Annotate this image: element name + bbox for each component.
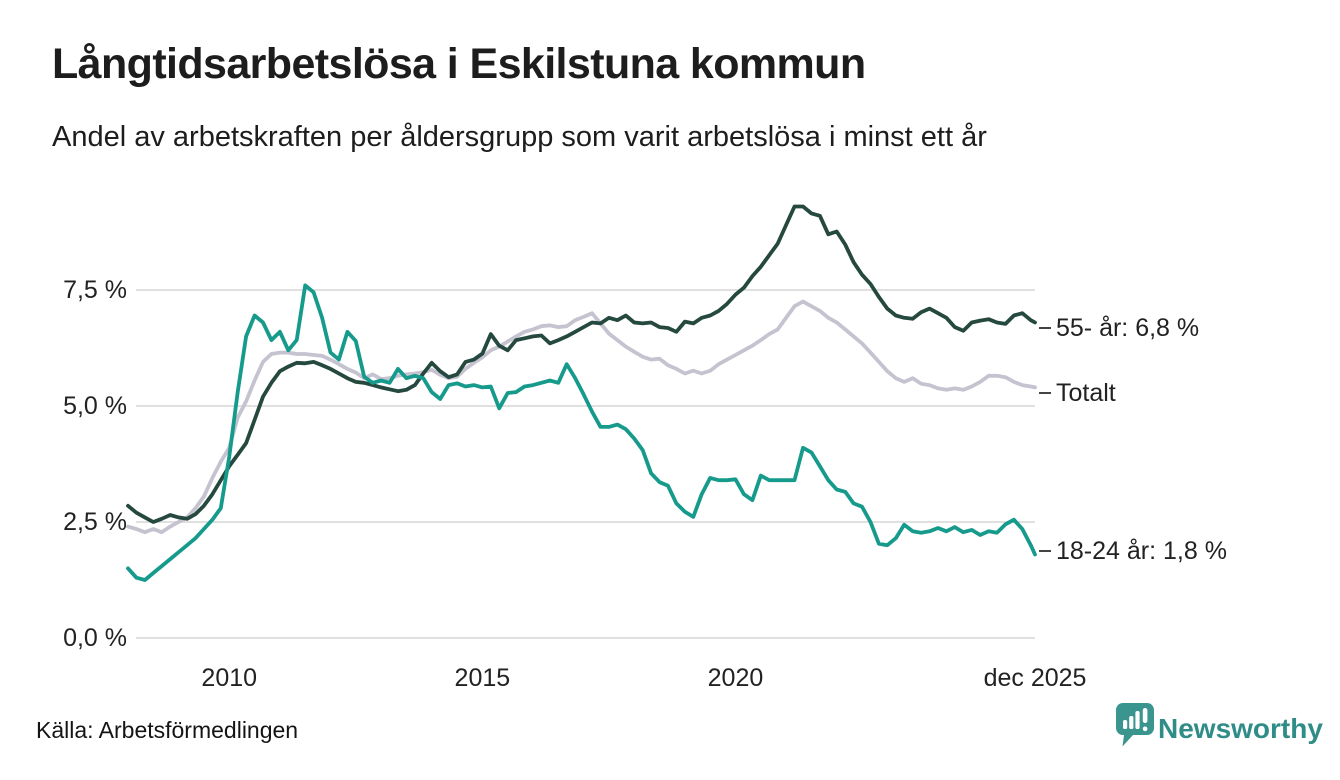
source-note: Källa: Arbetsförmedlingen: [36, 717, 299, 743]
chart-subtitle: Andel av arbetskraften per åldersgrupp s…: [52, 121, 987, 153]
newsworthy-logo-text: Newsworthy: [1158, 713, 1323, 744]
series-line-totalt: [126, 299, 1037, 535]
page-title: Långtidsarbetslösa i Eskilstuna kommun: [52, 40, 866, 88]
series-line-18-24: [126, 283, 1037, 582]
series-line-55plus: [126, 204, 1037, 524]
newsworthy-logo-icon: [1116, 703, 1154, 747]
